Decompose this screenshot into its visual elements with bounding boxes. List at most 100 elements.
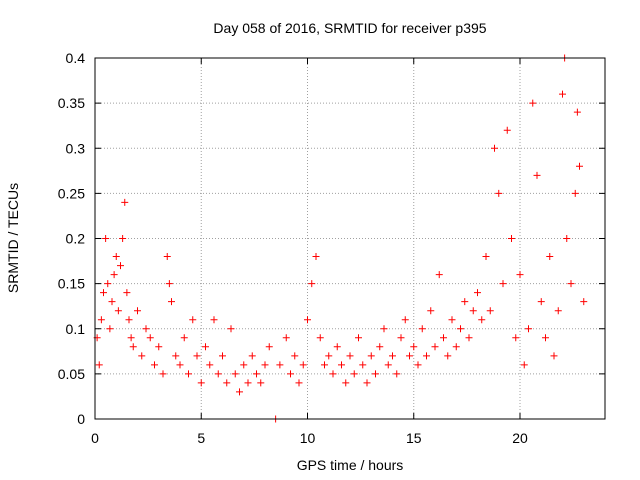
data-point [461,298,469,306]
data-point [155,343,163,351]
data-point [206,361,214,369]
data-point [410,343,418,351]
data-point [525,325,532,333]
data-point [342,379,350,387]
data-point [304,316,311,324]
data-point [129,343,137,351]
data-point [197,379,205,387]
data-point [112,253,120,261]
x-tick-label: 0 [91,430,99,446]
data-point [372,370,379,378]
data-point [127,334,135,342]
data-point [346,352,354,360]
data-point [236,388,243,396]
data-point [529,99,537,107]
y-tick-label: 0.2 [66,231,86,247]
data-point [508,235,515,242]
data-point [100,289,107,297]
data-point [350,370,358,378]
data-point [121,198,129,206]
data-point [119,235,127,242]
y-tick-label: 0.15 [58,276,85,292]
data-point [276,361,284,369]
data-point [142,325,150,333]
data-point [474,289,481,297]
grid-layer [95,58,605,419]
data-point [295,379,303,387]
data-point [253,370,260,378]
data-point [134,307,141,315]
data-point [227,325,235,333]
data-point [299,361,307,369]
data-point [172,352,180,360]
data-point [261,361,269,369]
data-point [359,361,367,369]
data-point [338,361,345,369]
data-point [482,253,490,261]
data-point [448,316,456,324]
data-point [542,334,549,342]
data-point [563,235,571,242]
data-point [282,334,290,342]
data-point [106,325,114,333]
data-point [401,316,409,324]
data-point [138,352,146,360]
y-tick-label: 0.1 [66,321,86,337]
data-point [546,253,554,261]
data-point [423,352,430,360]
x-tick-label: 10 [300,430,316,446]
data-point [465,334,473,342]
data-point [117,262,124,270]
data-point [444,352,452,360]
data-point [244,379,252,387]
data-point [189,316,197,324]
x-axis-label: GPS time / hours [297,457,404,473]
data-point [316,334,324,342]
data-point [265,343,273,351]
y-tick-label: 0 [77,411,85,427]
data-point [567,280,575,288]
data-point [406,352,413,360]
data-point [248,352,256,360]
data-point [312,253,320,261]
x-tick-label: 15 [406,430,422,446]
data-point [435,271,443,279]
data-point [573,108,581,116]
data-point [97,316,105,324]
y-tick-label: 0.05 [58,366,85,382]
data-point [576,162,583,170]
data-point [427,307,435,315]
data-point [384,361,392,369]
data-point [308,280,316,288]
data-point [452,343,460,351]
data-point [110,271,118,279]
y-tick-label: 0.25 [58,185,85,201]
data-point [533,171,541,179]
data-point [325,352,333,360]
data-point [95,361,103,369]
x-tick-label: 20 [512,430,528,446]
y-tick-label: 0.4 [66,50,86,66]
data-point [176,361,184,369]
data-point [321,361,328,369]
data-point [397,334,405,342]
y-tick-label: 0.35 [58,95,85,111]
data-point [114,307,122,315]
data-point [389,352,396,360]
data-point [123,289,131,297]
data-point [231,370,239,378]
data-point [414,361,422,369]
data-point [537,298,545,306]
data-point [102,235,110,242]
data-point [240,361,248,369]
data-point [580,298,588,306]
data-point [571,189,579,197]
data-point [512,334,520,342]
data-point [550,352,558,360]
data-point [469,307,477,315]
data-point [457,325,464,333]
data-point [146,334,154,342]
data-point [163,253,171,261]
data-point [104,280,112,288]
data-point [355,334,362,342]
